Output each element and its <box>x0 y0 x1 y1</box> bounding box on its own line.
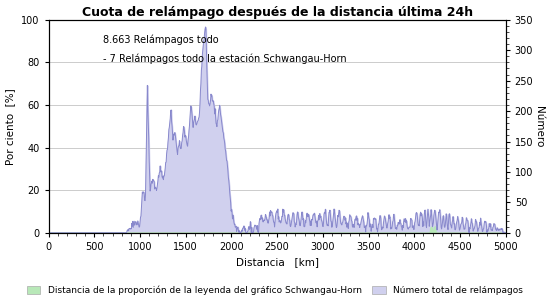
Text: 8.663 Relámpagos todo: 8.663 Relámpagos todo <box>103 34 219 45</box>
Title: Cuota de relámpago después de la distancia última 24h: Cuota de relámpago después de la distanc… <box>81 6 472 19</box>
Y-axis label: Por ciento  [%]: Por ciento [%] <box>6 88 15 165</box>
Legend: Distancia de la proporción de la leyenda del gráfico Schwangau-Horn, Número tota: Distancia de la proporción de la leyenda… <box>23 282 527 298</box>
Text: - 7 Relámpagos todo la estación Schwangau-Horn: - 7 Relámpagos todo la estación Schwanga… <box>103 54 347 64</box>
X-axis label: Distancia   [km]: Distancia [km] <box>235 257 318 267</box>
Y-axis label: Número: Número <box>535 106 544 147</box>
